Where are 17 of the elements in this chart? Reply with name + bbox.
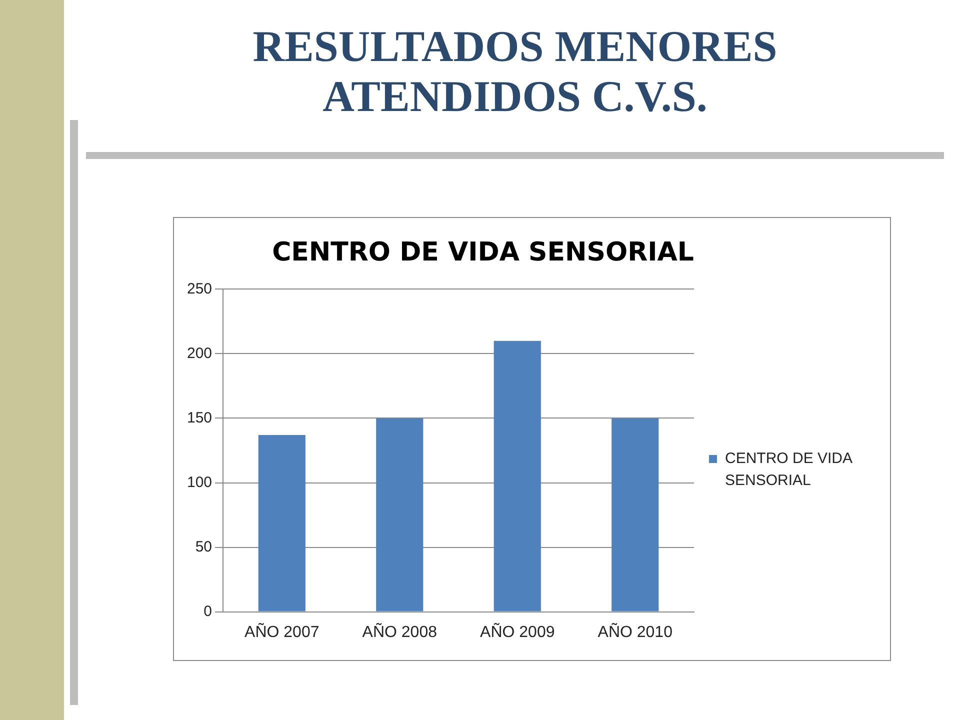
y-tick-label: 50 <box>195 538 212 556</box>
y-tick-label: 0 <box>204 602 212 620</box>
x-tick-label: AÑO 2009 <box>480 622 555 641</box>
x-tick-label: AÑO 2007 <box>244 622 320 641</box>
chart-title: RESULTADOS MENORES ATENDIDOS C.V.S. <box>252 22 778 122</box>
bar <box>612 418 659 612</box>
legend-label: CENTRO DE VIDA SENSORIAL <box>725 449 854 491</box>
x-tick-label: AÑO 2010 <box>598 622 673 641</box>
x-tick-label: AÑO 2008 <box>362 622 438 641</box>
bar <box>376 418 424 612</box>
y-tick-label: 250 <box>186 280 212 298</box>
y-tick-label: 100 <box>186 474 212 491</box>
chart-subtitle: CENTRO DE VIDA SENSORIAL <box>272 237 694 268</box>
bar <box>494 340 541 612</box>
y-tick-label: 150 <box>186 409 212 426</box>
y-tick-label: 200 <box>186 344 212 362</box>
bar <box>258 435 306 612</box>
